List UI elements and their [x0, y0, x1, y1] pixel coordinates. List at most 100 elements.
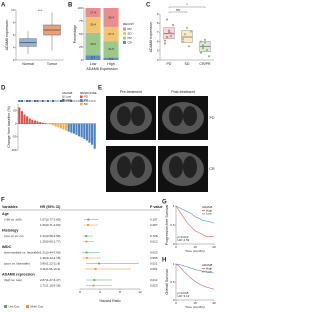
bar-segment [85, 17, 101, 33]
p-value: 0.726 [150, 234, 158, 238]
ct-panel: E Pre-treatment Post-treatment PD CR [98, 86, 215, 192]
bar [36, 121, 39, 124]
group-strip [70, 100, 73, 102]
y-tick-label: 0.5 [170, 280, 175, 284]
y-tick-label: 100 [77, 6, 82, 10]
panel-label: H [162, 258, 166, 264]
point [200, 51, 203, 54]
bar [31, 119, 34, 124]
bar-segment [103, 57, 119, 60]
group-strip [88, 100, 91, 102]
group-strip [41, 100, 44, 102]
point [168, 29, 171, 32]
bracket [168, 11, 188, 13]
legend-swatch [123, 41, 126, 44]
ct-lung [131, 156, 145, 178]
x-axis-title: Time (months) [185, 249, 204, 253]
x-tick-label: CR/PR [199, 62, 211, 66]
x-tick-label: 0 [79, 290, 81, 294]
group-strip [49, 100, 52, 102]
bracket [168, 6, 206, 8]
p-value: 0.595 [150, 256, 158, 260]
ct-body [110, 152, 152, 186]
comparison-label: (non-cc vs. cc) [4, 234, 24, 238]
legend-title: ADAM8 [202, 263, 213, 267]
annotation: p=0.005 [178, 291, 189, 295]
bar [33, 120, 36, 124]
legend-swatch [62, 99, 65, 102]
y-tick-label: 75 [79, 19, 83, 23]
point [186, 26, 189, 29]
comparison-label: (high vs. low) [4, 278, 22, 282]
y-tick-label: 10 [11, 8, 15, 12]
bar [39, 122, 42, 124]
row-label: CR [209, 167, 215, 171]
value-label: 30.4 [90, 23, 96, 27]
legend-label: SD [128, 31, 133, 35]
point [182, 37, 185, 40]
bar [85, 123, 88, 141]
p-value: 0.011 [150, 278, 158, 282]
bar [83, 123, 86, 139]
point [166, 18, 169, 21]
group-strip [28, 100, 31, 102]
variable-name: IMDC [2, 245, 12, 249]
value-label: 31.8 [108, 47, 114, 51]
group-strip [83, 100, 86, 102]
point [168, 31, 171, 34]
point [204, 41, 207, 44]
point [172, 24, 175, 27]
x-tick-label: Normal [22, 62, 34, 66]
bar [23, 114, 26, 124]
x-tick-label: High [107, 62, 114, 66]
legend-label: High [206, 266, 213, 270]
p-value: 0.257 [150, 223, 158, 227]
bar-segment [85, 32, 101, 56]
y-tick-label: 7 [157, 30, 159, 34]
y-tick-label: 5 [157, 49, 159, 53]
x-tick-label: PD [167, 62, 172, 66]
bar [52, 123, 55, 126]
legend-label: High [66, 98, 73, 102]
legend-swatch [80, 99, 83, 102]
ct-body [162, 152, 204, 186]
group-strip [26, 100, 29, 102]
bar [67, 123, 70, 132]
point [190, 30, 193, 33]
x-tick-label: 12 [138, 290, 142, 294]
hr-text: 1.36(0.44-4.18) [40, 256, 61, 260]
legend-swatch [62, 95, 65, 99]
point [204, 38, 207, 41]
p-value: 0.623 [150, 250, 158, 254]
y-axis-title: Percentage [73, 25, 77, 43]
group-strip [57, 100, 60, 102]
legend-label: High [206, 208, 213, 212]
y-tick-label: 8 [13, 20, 15, 24]
significance: *** [38, 9, 43, 13]
survival-curve [175, 205, 214, 237]
group-strip [18, 100, 21, 102]
ct-body [162, 102, 204, 134]
hr-text: 1.29(0.60-2.77) [40, 239, 61, 243]
bar [54, 123, 57, 127]
y-tick-label: 4 [157, 58, 159, 62]
group-strip [52, 100, 55, 102]
ct-lung [117, 156, 131, 178]
group-strip [31, 100, 34, 102]
variable-name: Age [2, 212, 9, 216]
bar-segment [85, 8, 101, 18]
survival-curve [175, 263, 215, 274]
legend-title: ADAM8 [62, 91, 73, 95]
legend-title: RECIST [123, 22, 134, 26]
legend-label: PR [84, 98, 89, 102]
legend-swatch [26, 305, 29, 308]
bar [18, 107, 21, 124]
column-header: Pre-treatment [120, 90, 142, 94]
legend-swatch [4, 305, 7, 308]
annotation: p=0.013 [178, 235, 189, 239]
y-tick-label: 0.5 [170, 223, 175, 227]
point [170, 35, 173, 38]
point [164, 39, 167, 42]
y-tick-label: -50 [12, 135, 17, 139]
legend-label: Uni-Cox [9, 304, 20, 308]
